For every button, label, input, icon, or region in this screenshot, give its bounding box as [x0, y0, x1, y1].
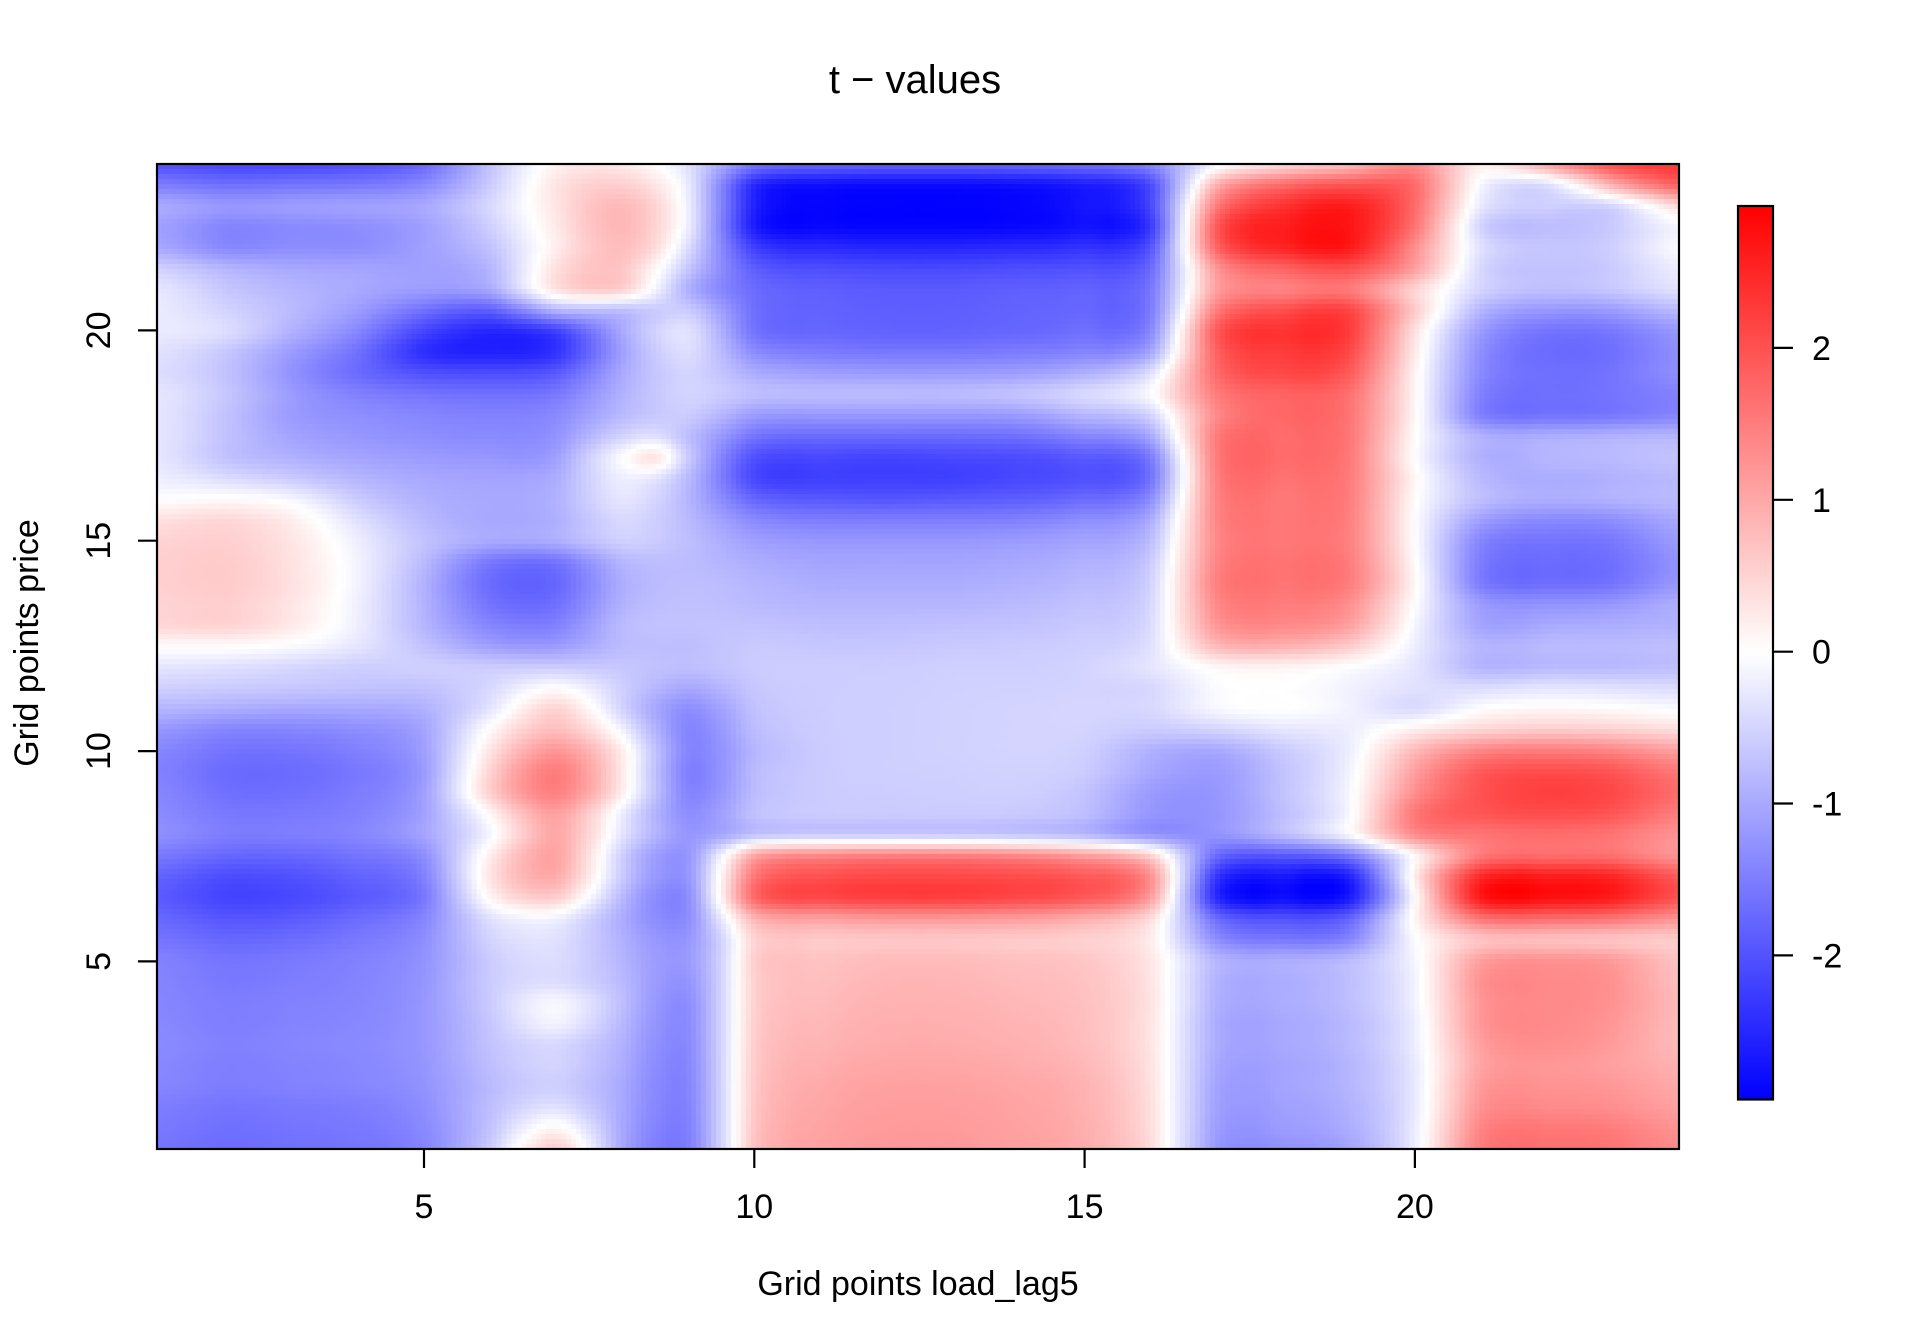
svg-text:15: 15 [1066, 1188, 1104, 1226]
svg-text:2: 2 [1812, 330, 1831, 368]
svg-text:10: 10 [80, 732, 118, 770]
svg-text:10: 10 [735, 1188, 773, 1226]
svg-text:20: 20 [80, 311, 118, 349]
svg-text:-2: -2 [1812, 937, 1842, 975]
svg-text:15: 15 [80, 522, 118, 560]
svg-text:20: 20 [1396, 1188, 1434, 1226]
svg-text:Grid points load_lag5: Grid points load_lag5 [757, 1265, 1078, 1303]
svg-text:5: 5 [80, 952, 118, 971]
svg-text:5: 5 [415, 1188, 434, 1226]
svg-text:1: 1 [1812, 482, 1831, 520]
svg-text:0: 0 [1812, 634, 1831, 672]
svg-text:Grid points price: Grid points price [8, 519, 46, 767]
svg-text:-1: -1 [1812, 786, 1842, 824]
svg-text:t − values: t − values [829, 58, 1001, 102]
